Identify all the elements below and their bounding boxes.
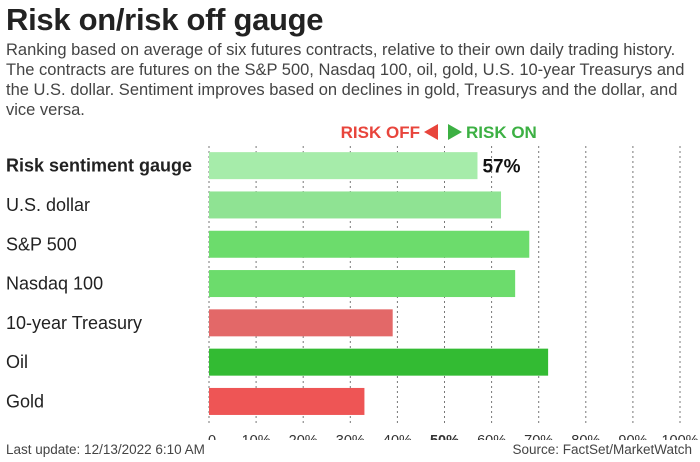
x-tick-label: 100% bbox=[661, 433, 698, 440]
gauge-value-label: 57% bbox=[482, 157, 520, 178]
chart-title: Risk on/risk off gauge bbox=[6, 2, 324, 37]
bar bbox=[209, 348, 549, 376]
category-label: Nasdaq 100 bbox=[6, 274, 103, 294]
x-tick-label: 90% bbox=[618, 433, 647, 440]
x-tick-label: 0 bbox=[208, 433, 216, 440]
chart-subtitle: Ranking based on average of six futures … bbox=[6, 41, 685, 119]
x-tick-label: 20% bbox=[289, 433, 318, 440]
bar bbox=[209, 387, 365, 415]
category-label: U.S. dollar bbox=[6, 195, 90, 215]
x-tick-label: 80% bbox=[571, 433, 600, 440]
category-label: Gold bbox=[6, 391, 44, 411]
direction-indicator: RISK OFF RISK ON bbox=[341, 123, 537, 142]
bar bbox=[209, 191, 502, 219]
label-layer: Risk sentiment gauge U.S. dollar S&P 500 Na… bbox=[6, 156, 521, 412]
bar bbox=[209, 230, 530, 258]
category-label: Oil bbox=[6, 352, 28, 372]
category-label: 10-year Treasury bbox=[6, 313, 142, 333]
bar bbox=[209, 270, 516, 298]
bar bbox=[209, 152, 478, 180]
x-tick-label: 30% bbox=[336, 433, 365, 440]
category-label: S&P 500 bbox=[6, 234, 77, 254]
last-update: Last update: 12/13/2022 6:10 AM bbox=[6, 442, 205, 457]
x-axis-ticks: 0 10% 20% 30% 40% 50% 60% 70% 80% 90% 100% bbox=[208, 433, 699, 440]
category-label: Risk sentiment gauge bbox=[6, 156, 192, 176]
source-credit: Source: FactSet/MarketWatch bbox=[512, 442, 692, 457]
x-tick-label: 50% bbox=[430, 433, 459, 440]
risk-off-label: RISK OFF bbox=[341, 123, 420, 142]
bar-layer bbox=[209, 152, 549, 415]
x-tick-label: 60% bbox=[477, 433, 506, 440]
x-tick-label: 40% bbox=[383, 433, 412, 440]
gauge-bar-chart: Risk sentiment gauge U.S. dollar S&P 500 Na… bbox=[6, 123, 699, 440]
bar bbox=[209, 309, 393, 337]
x-tick-label: 70% bbox=[524, 433, 553, 440]
risk-on-label: RISK ON bbox=[466, 123, 537, 142]
x-tick-label: 10% bbox=[242, 433, 271, 440]
arrow-right-icon bbox=[448, 124, 462, 140]
arrow-left-icon bbox=[424, 124, 438, 140]
